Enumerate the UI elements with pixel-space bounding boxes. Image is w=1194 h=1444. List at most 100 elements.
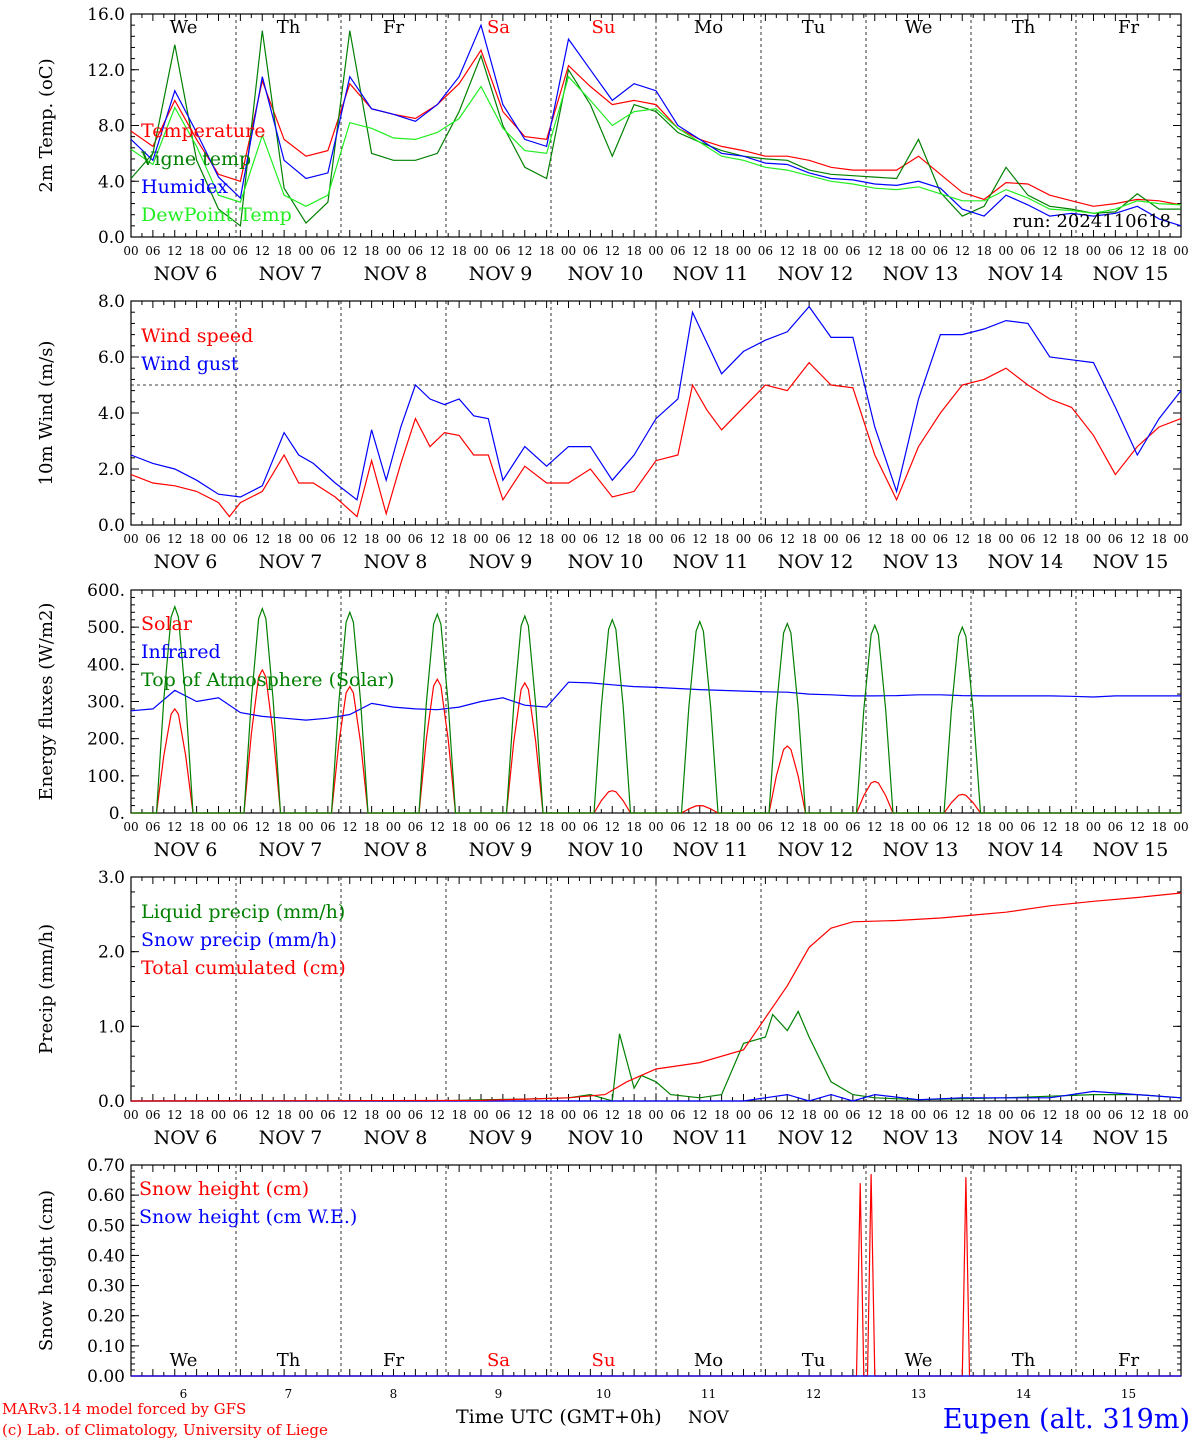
date-label: NOV 15 [1093,1127,1169,1149]
series-line-vigne-temp [130,30,1181,227]
y-tick-label: 8.0 [98,292,125,312]
hour-tick-label: 06 [320,244,335,258]
hour-tick-label: 18 [451,532,466,546]
date-label: NOV 12 [778,263,854,285]
hour-tick-label: 12 [955,1108,970,1122]
hour-tick-label: 00 [998,1108,1013,1122]
hour-tick-label: 18 [539,1108,554,1122]
hour-tick-label: 00 [736,532,751,546]
station-title: Eupen (alt. 319m) [943,1404,1190,1435]
y-tick-label: 1.0 [98,1017,125,1037]
y-tick-label: 400. [87,655,125,675]
hour-tick-label: 12 [955,820,970,834]
hour-tick-label: 12 [692,1108,707,1122]
hour-tick-label: 12 [692,244,707,258]
y-tick-label: 0.0 [98,516,125,536]
date-label: NOV 13 [883,1127,959,1149]
hour-tick-label: 18 [976,244,991,258]
hour-tick-label: 12 [342,820,357,834]
weekday-label: Th [1012,1350,1036,1371]
hour-tick-label: 06 [233,1108,248,1122]
weekday-label: Su [592,1350,616,1371]
weekday-label: We [905,17,933,38]
date-label: NOV 13 [883,551,959,573]
hour-tick-label: 00 [1086,820,1101,834]
hour-tick-label: 18 [801,532,816,546]
hour-tick-label: 18 [276,244,291,258]
hour-tick-label: 00 [1086,1108,1101,1122]
y-tick-label: 0.20 [87,1307,125,1327]
hour-tick-label: 18 [189,532,204,546]
date-label: NOV 6 [154,551,218,573]
hour-tick-label: 18 [714,820,729,834]
hour-tick-label: 00 [123,244,138,258]
day-number-label: 6 [180,1387,188,1401]
date-label: NOV 7 [259,839,323,861]
day-number-label: 7 [285,1387,293,1401]
hour-tick-label: 18 [626,1108,641,1122]
hour-tick-label: 06 [145,820,160,834]
hour-tick-label: 06 [320,532,335,546]
date-label: NOV 11 [673,839,749,861]
date-label: NOV 7 [259,1127,323,1149]
hour-tick-label: 06 [583,820,598,834]
hour-tick-label: 18 [276,1108,291,1122]
copyright-credit: (c) Lab. of Climatology, University of L… [2,1421,328,1439]
hour-tick-label: 00 [911,532,926,546]
hour-tick-label: 00 [911,1108,926,1122]
legend-entry: Wind speed [141,325,253,347]
run-annotation: run: 2024110618 [1013,211,1171,232]
hour-tick-label: 12 [605,532,620,546]
hour-tick-label: 00 [123,532,138,546]
date-label: NOV 14 [988,551,1064,573]
y-tick-label: 300. [87,693,125,713]
y-tick-label: 0. [109,804,125,824]
hour-tick-label: 12 [867,532,882,546]
y-tick-label: 12.0 [87,61,125,81]
hour-tick-label: 00 [823,244,838,258]
date-label: NOV 10 [568,551,644,573]
hour-tick-label: 00 [736,244,751,258]
hour-tick-label: 00 [1086,244,1101,258]
hour-tick-label: 06 [145,532,160,546]
y-tick-label: 0.0 [98,228,125,248]
day-number-label: 12 [806,1387,821,1401]
hour-tick-label: 00 [823,820,838,834]
hour-tick-label: 06 [408,820,423,834]
hour-tick-label: 12 [342,244,357,258]
hour-tick-label: 00 [298,244,313,258]
weekday-label: Su [592,17,616,38]
hour-tick-label: 00 [386,820,401,834]
hour-tick-label: 06 [320,1108,335,1122]
day-number-label: 15 [1121,1387,1136,1401]
hour-tick-label: 18 [626,820,641,834]
hour-tick-label: 18 [889,820,904,834]
hour-tick-label: 00 [473,820,488,834]
hour-tick-label: 18 [1151,532,1166,546]
legend-entry: Vigne temp [140,148,251,170]
y-tick-label: 100. [87,767,125,787]
hour-tick-label: 06 [1020,1108,1035,1122]
hour-tick-label: 00 [998,244,1013,258]
hour-tick-label: 12 [605,820,620,834]
series-line-snow-precip-mm-h- [131,1090,1182,1102]
hour-tick-label: 18 [714,244,729,258]
date-label: NOV 12 [778,551,854,573]
hour-tick-label: 12 [867,1108,882,1122]
hour-tick-label: 12 [867,820,882,834]
hour-tick-label: 18 [1064,532,1079,546]
hour-tick-label: 06 [1020,820,1035,834]
hour-tick-label: 00 [1173,820,1188,834]
hour-tick-label: 00 [473,1108,488,1122]
hour-tick-label: 06 [758,532,773,546]
date-label: NOV 11 [673,551,749,573]
hour-tick-label: 06 [408,244,423,258]
date-label: NOV 9 [469,263,533,285]
hour-tick-label: 00 [298,1108,313,1122]
hour-tick-label: 06 [495,532,510,546]
hour-tick-label: 18 [276,532,291,546]
hour-tick-label: 00 [911,820,926,834]
hour-tick-label: 12 [167,1108,182,1122]
hour-tick-label: 06 [1108,1108,1123,1122]
series-line-dewpoint-temp [130,75,1182,214]
